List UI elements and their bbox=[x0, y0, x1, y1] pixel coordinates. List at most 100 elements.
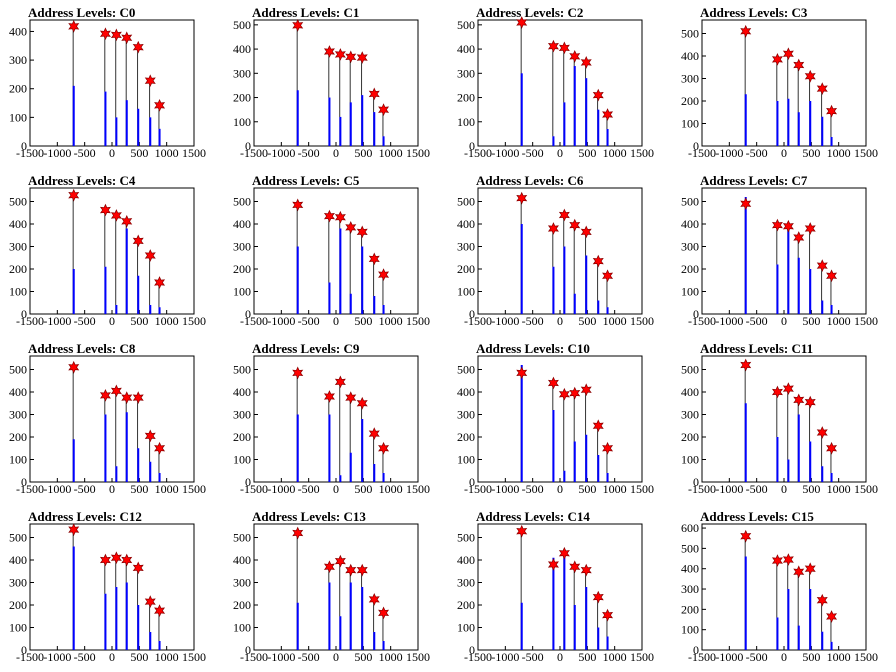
y-tick-label: 0 bbox=[245, 475, 251, 489]
star-icon bbox=[378, 441, 390, 455]
star-icon bbox=[602, 441, 614, 455]
y-tick-label: 200 bbox=[9, 262, 27, 276]
x-tick-label: 1000 bbox=[155, 482, 179, 496]
y-tick-label: 500 bbox=[233, 18, 251, 32]
bar bbox=[821, 466, 824, 482]
star-icon bbox=[816, 259, 828, 272]
bar bbox=[821, 300, 824, 314]
x-tick-label: -500 bbox=[746, 650, 768, 664]
y-tick-label: 300 bbox=[457, 240, 475, 254]
bar bbox=[821, 116, 824, 146]
y-tick-label: 100 bbox=[681, 285, 699, 299]
star-icon bbox=[99, 553, 111, 567]
y-tick-label: 300 bbox=[681, 408, 699, 422]
x-tick-label: -1500 bbox=[464, 482, 492, 496]
y-tick-label: 400 bbox=[233, 553, 251, 567]
x-tick-label: 1500 bbox=[182, 482, 206, 496]
chart-title: Address Levels: C2 bbox=[476, 5, 583, 20]
star-icon bbox=[345, 391, 357, 404]
y-tick-label: 200 bbox=[681, 262, 699, 276]
star-icon bbox=[121, 31, 133, 45]
y-tick-label: 400 bbox=[9, 385, 27, 399]
x-tick-label: 0 bbox=[333, 650, 339, 664]
bar bbox=[776, 617, 779, 650]
star-icon bbox=[368, 87, 380, 101]
x-tick-label: -500 bbox=[746, 146, 768, 160]
bar bbox=[552, 136, 555, 146]
bar bbox=[552, 410, 555, 482]
star-icon bbox=[547, 39, 559, 53]
bar bbox=[573, 605, 576, 650]
bar bbox=[339, 116, 342, 146]
bar bbox=[373, 112, 376, 146]
x-tick-label: 1500 bbox=[406, 146, 430, 160]
bar bbox=[328, 582, 331, 650]
star-icon bbox=[558, 546, 570, 560]
bar bbox=[137, 108, 140, 146]
y-tick-label: 0 bbox=[245, 307, 251, 321]
bar bbox=[830, 641, 833, 650]
star-icon bbox=[110, 384, 122, 398]
x-tick-label: 1000 bbox=[155, 650, 179, 664]
bar bbox=[585, 255, 588, 314]
plot-frame bbox=[477, 355, 643, 483]
bar bbox=[809, 101, 812, 146]
bar bbox=[744, 94, 747, 146]
bar bbox=[797, 414, 800, 482]
star-icon bbox=[345, 221, 357, 234]
y-tick-label: 100 bbox=[233, 285, 251, 299]
star-icon bbox=[292, 366, 304, 380]
x-tick-label: -1000 bbox=[267, 146, 295, 160]
star-icon bbox=[592, 419, 604, 433]
x-tick-label: 1500 bbox=[854, 482, 878, 496]
x-tick-label: -1500 bbox=[16, 650, 44, 664]
star-icon bbox=[345, 50, 357, 64]
y-tick-label: 100 bbox=[233, 621, 251, 635]
bar bbox=[115, 587, 118, 650]
y-tick-label: 500 bbox=[681, 27, 699, 41]
bar bbox=[349, 102, 352, 146]
y-tick-label: 300 bbox=[233, 576, 251, 590]
star-icon bbox=[804, 222, 816, 235]
bar bbox=[563, 246, 566, 314]
bar bbox=[115, 305, 118, 314]
y-tick-label: 200 bbox=[233, 262, 251, 276]
bar bbox=[563, 102, 566, 146]
plot-frame bbox=[253, 523, 419, 651]
plot-frame bbox=[29, 187, 195, 315]
bar bbox=[296, 90, 299, 146]
x-tick-label: -1500 bbox=[688, 146, 716, 160]
star-icon bbox=[368, 593, 380, 606]
y-tick-label: 200 bbox=[9, 82, 27, 96]
star-icon bbox=[740, 529, 752, 543]
y-tick-label: 200 bbox=[457, 262, 475, 276]
y-tick-label: 400 bbox=[681, 217, 699, 231]
x-tick-label: 1500 bbox=[406, 314, 430, 328]
y-tick-label: 0 bbox=[693, 643, 699, 657]
x-tick-label: 500 bbox=[354, 314, 372, 328]
star-icon bbox=[793, 565, 805, 579]
star-icon bbox=[558, 208, 570, 222]
star-icon bbox=[516, 524, 528, 538]
y-tick-label: 400 bbox=[457, 553, 475, 567]
star-icon bbox=[378, 268, 390, 281]
x-tick-label: -1000 bbox=[491, 650, 519, 664]
x-tick-label: -500 bbox=[746, 482, 768, 496]
bar bbox=[776, 264, 779, 314]
x-tick-label: 1500 bbox=[630, 146, 654, 160]
bar bbox=[520, 73, 523, 146]
star-icon bbox=[132, 391, 144, 404]
y-tick-label: 100 bbox=[233, 453, 251, 467]
bar bbox=[797, 257, 800, 314]
x-tick-label: -1000 bbox=[491, 314, 519, 328]
star-icon bbox=[334, 48, 346, 61]
y-tick-label: 500 bbox=[457, 195, 475, 209]
x-tick-label: 1500 bbox=[854, 314, 878, 328]
star-icon bbox=[154, 98, 166, 112]
y-tick-label: 400 bbox=[233, 42, 251, 56]
y-tick-label: 200 bbox=[233, 598, 251, 612]
star-icon bbox=[782, 47, 794, 61]
plot-frame bbox=[701, 187, 867, 315]
plot-frame bbox=[29, 355, 195, 483]
star-icon bbox=[292, 198, 304, 212]
